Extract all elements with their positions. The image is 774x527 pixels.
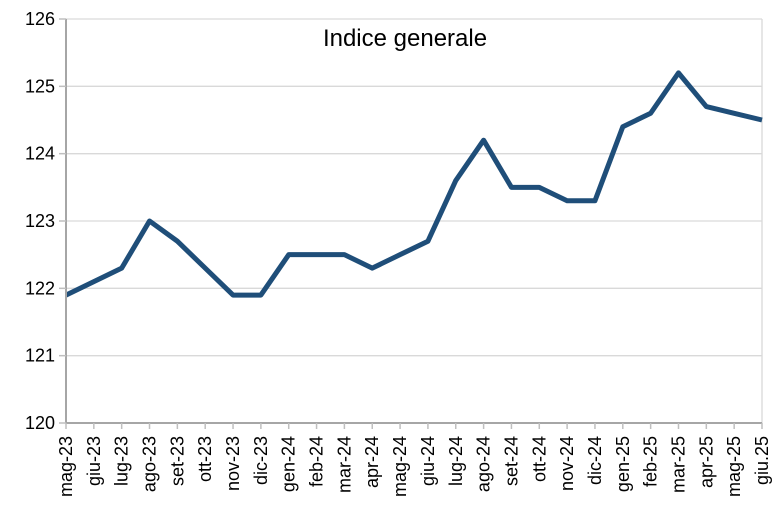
y-axis-label: 123 — [25, 211, 55, 231]
x-axis-label: dic-24 — [585, 436, 605, 485]
x-axis-label: mag-25 — [724, 436, 744, 497]
x-axis-label: mar-24 — [334, 436, 354, 493]
x-axis-label: apr-24 — [362, 436, 382, 488]
y-axis-label: 124 — [25, 144, 55, 164]
x-axis-label: gen-24 — [279, 436, 299, 492]
x-axis-label: ago-24 — [474, 436, 494, 492]
x-axis-label: apr-25 — [696, 436, 716, 488]
x-axis-label: ott-24 — [529, 436, 549, 482]
x-axis-label: feb-24 — [307, 436, 327, 487]
y-axis-label: 126 — [25, 9, 55, 29]
y-axis-label: 121 — [25, 346, 55, 366]
series-line — [64, 70, 763, 298]
y-axis-label: 125 — [25, 76, 55, 96]
y-axis-label: 120 — [25, 413, 55, 433]
x-axis-label: giu.25 — [752, 436, 772, 485]
x-axis-label: set-24 — [501, 436, 521, 486]
series-layer — [64, 70, 763, 298]
x-axis-label: giu-24 — [418, 436, 438, 486]
x-axis-label: feb-25 — [641, 436, 661, 487]
x-axis-label: ago-23 — [140, 436, 160, 492]
x-axis-label: lug-24 — [446, 436, 466, 486]
x-axis-label: ott-23 — [195, 436, 215, 482]
chart-title: Indice generale — [323, 25, 487, 52]
gridlines — [66, 18, 763, 423]
x-axis-label: dic-23 — [251, 436, 271, 485]
x-axis-label: set-23 — [167, 436, 187, 486]
x-axis-label: giu-23 — [84, 436, 104, 486]
y-axis-label: 122 — [25, 278, 55, 298]
x-axis-label: mar-25 — [668, 436, 688, 493]
x-axis-label: gen-25 — [613, 436, 633, 492]
x-axis-label: mag-23 — [56, 436, 76, 497]
x-axis-labels: mag-23 giu-23 lug-23 ago-23 set-23 ott-23 nov-… — [56, 436, 772, 497]
x-axis-label: nov-23 — [223, 436, 243, 491]
axis-ticks — [59, 18, 763, 429]
x-axis-label: nov-24 — [557, 436, 577, 491]
x-axis-label: mag-24 — [390, 436, 410, 497]
x-axis-label: lug-23 — [112, 436, 132, 486]
y-axis-labels: 120 121 122 123 124 125 126 — [25, 9, 55, 433]
